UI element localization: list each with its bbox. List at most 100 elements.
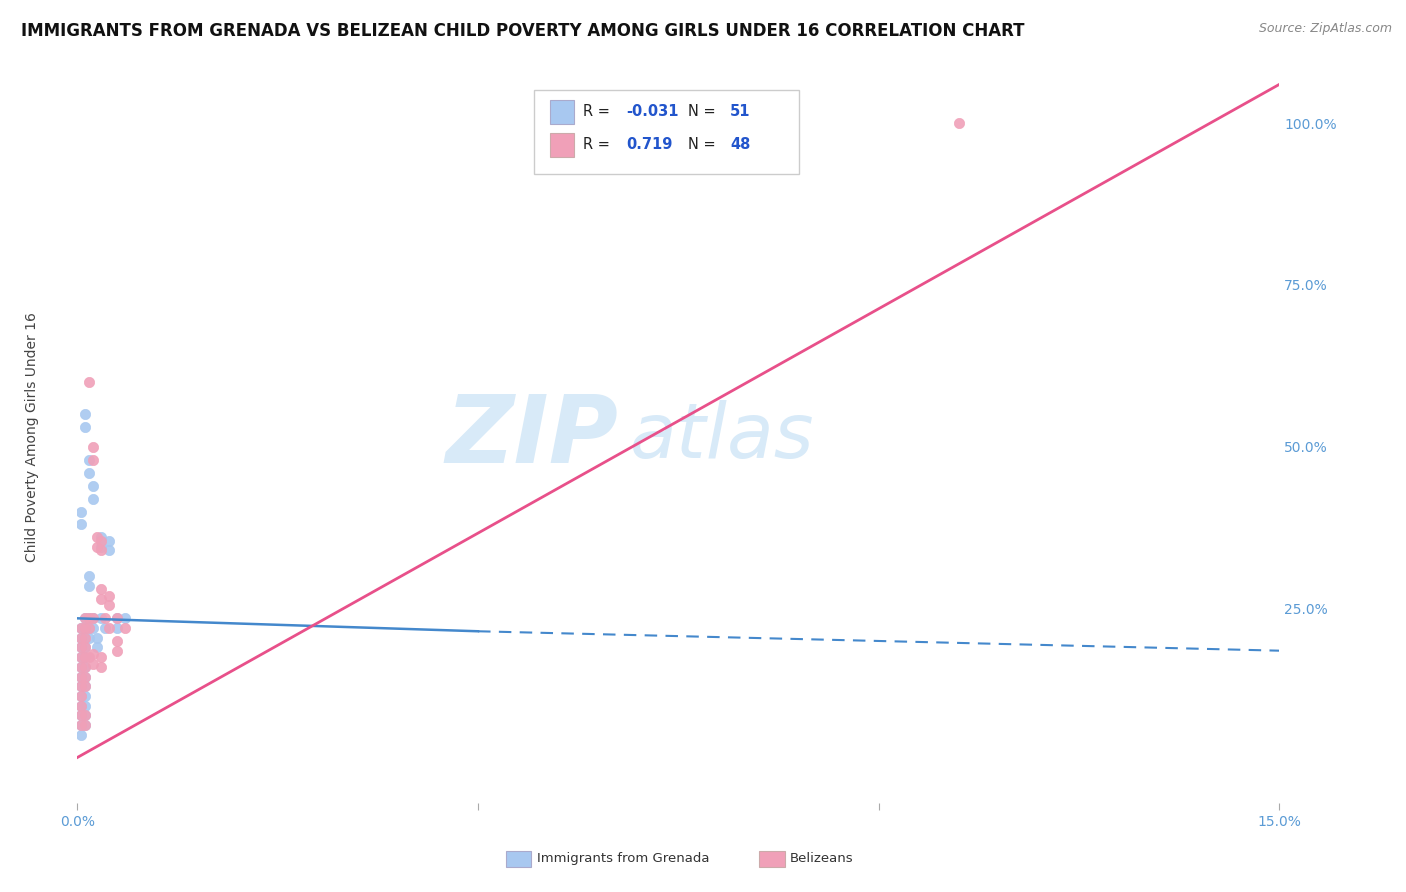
Point <box>107 611 129 625</box>
Point <box>70 650 93 665</box>
Text: Source: ZipAtlas.com: Source: ZipAtlas.com <box>1258 22 1392 36</box>
Point <box>98 589 121 603</box>
Point <box>79 621 101 635</box>
Point <box>70 679 93 693</box>
Text: 0.719: 0.719 <box>627 137 673 153</box>
Point <box>79 452 101 467</box>
FancyBboxPatch shape <box>534 90 799 174</box>
Point <box>82 452 104 467</box>
Point <box>75 718 97 732</box>
Text: 48: 48 <box>730 137 751 153</box>
Point <box>70 718 93 732</box>
Point <box>75 408 97 422</box>
Point <box>70 660 93 674</box>
Point <box>70 504 93 518</box>
Point <box>79 650 101 665</box>
Bar <box>550 100 574 124</box>
Point <box>79 611 101 625</box>
Point <box>86 640 108 655</box>
Text: Immigrants from Grenada: Immigrants from Grenada <box>537 853 710 865</box>
Point <box>75 650 97 665</box>
Point <box>86 540 108 554</box>
Point <box>75 708 97 723</box>
Point <box>70 689 93 703</box>
Point <box>107 643 129 657</box>
Point <box>82 621 104 635</box>
Point <box>70 728 93 742</box>
Text: atlas: atlas <box>630 401 815 474</box>
Point <box>75 631 97 645</box>
Point <box>98 543 121 558</box>
Point <box>70 669 93 683</box>
Point <box>90 611 112 625</box>
Text: Child Poverty Among Girls Under 16: Child Poverty Among Girls Under 16 <box>25 312 38 562</box>
Point <box>70 517 93 532</box>
Point <box>90 591 112 606</box>
Point <box>90 582 112 597</box>
Point <box>90 650 112 665</box>
Point <box>75 660 97 674</box>
Point <box>70 640 93 655</box>
Point <box>79 631 101 645</box>
Point <box>79 569 101 583</box>
Point <box>98 533 121 548</box>
Point <box>70 689 93 703</box>
Point <box>90 543 112 558</box>
Point <box>70 669 93 683</box>
Point <box>75 669 97 683</box>
Text: R =: R = <box>583 104 614 120</box>
Text: R =: R = <box>583 137 614 153</box>
Point <box>75 611 97 625</box>
Point <box>70 708 93 723</box>
Point <box>75 689 97 703</box>
Point <box>75 640 97 655</box>
Point <box>75 698 97 713</box>
Point <box>75 621 97 635</box>
Text: ZIP: ZIP <box>446 391 619 483</box>
Point <box>70 631 93 645</box>
Point <box>70 708 93 723</box>
Point <box>948 116 970 130</box>
Point <box>75 631 97 645</box>
Point <box>107 611 129 625</box>
Point <box>82 491 104 506</box>
Point <box>82 611 104 625</box>
Point <box>82 440 104 454</box>
Point <box>70 621 93 635</box>
Text: 51: 51 <box>730 104 751 120</box>
Point <box>114 621 136 635</box>
Point <box>70 698 93 713</box>
Text: IMMIGRANTS FROM GRENADA VS BELIZEAN CHILD POVERTY AMONG GIRLS UNDER 16 CORRELATI: IMMIGRANTS FROM GRENADA VS BELIZEAN CHIL… <box>21 22 1025 40</box>
Point <box>75 679 97 693</box>
Point <box>86 530 108 544</box>
Point <box>75 621 97 635</box>
Point <box>75 708 97 723</box>
Bar <box>550 133 574 157</box>
Point <box>98 621 121 635</box>
Point <box>79 466 101 480</box>
Text: N =: N = <box>688 137 720 153</box>
Point <box>90 660 112 674</box>
Point <box>75 650 97 665</box>
Point <box>75 640 97 655</box>
Text: -0.031: -0.031 <box>627 104 679 120</box>
Point <box>79 375 101 389</box>
Point <box>79 579 101 593</box>
Point <box>94 621 117 635</box>
Point <box>86 631 108 645</box>
Point <box>70 631 93 645</box>
Point <box>94 611 117 625</box>
Text: Belizeans: Belizeans <box>790 853 853 865</box>
Point <box>90 540 112 554</box>
Point <box>75 420 97 434</box>
Point <box>82 647 104 661</box>
Point <box>114 611 136 625</box>
Point <box>90 533 112 548</box>
Point <box>98 599 121 613</box>
Point <box>70 640 93 655</box>
Point <box>75 611 97 625</box>
Point <box>70 698 93 713</box>
Point <box>75 718 97 732</box>
Point <box>70 660 93 674</box>
Point <box>70 718 93 732</box>
